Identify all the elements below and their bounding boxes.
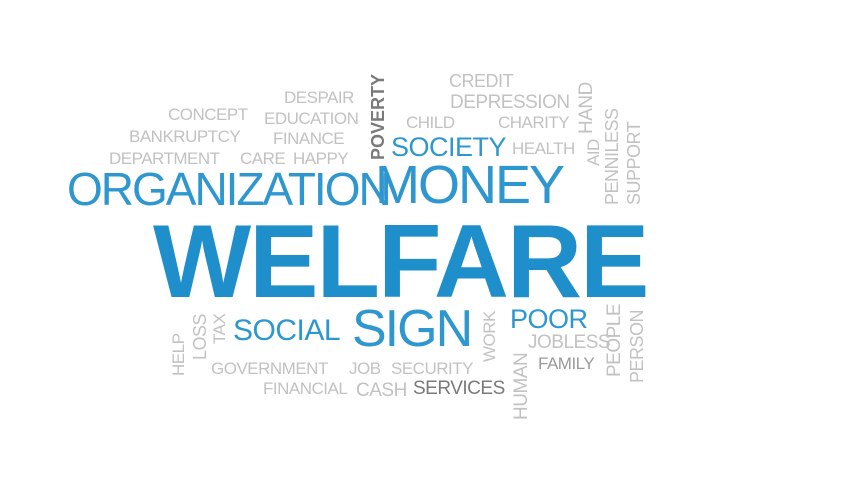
word-child: CHILD bbox=[406, 113, 455, 132]
word-education: EDUCATION bbox=[264, 109, 359, 128]
word-concept: CONCEPT bbox=[168, 105, 248, 124]
word-tax: TAX bbox=[210, 313, 229, 344]
word-depression: DEPRESSION bbox=[450, 92, 570, 113]
word-care: CARE bbox=[240, 149, 286, 168]
word-job: JOB bbox=[349, 359, 381, 378]
word-charity: CHARITY bbox=[498, 113, 570, 132]
word-jobless: JOBLESS bbox=[528, 332, 611, 353]
word-society: SOCIETY bbox=[391, 132, 507, 162]
word-people: PEOPLE bbox=[604, 303, 625, 377]
word-security: SECURITY bbox=[391, 359, 473, 378]
word-cash: CASH bbox=[356, 380, 407, 401]
word-work: WORK bbox=[480, 311, 499, 362]
word-poor: POOR bbox=[510, 304, 588, 334]
word-poverty: POVERTY bbox=[368, 73, 388, 160]
word-despair: DESPAIR bbox=[284, 88, 354, 107]
word-happy: HAPPY bbox=[293, 149, 349, 168]
word-loss: LOSS bbox=[190, 313, 210, 360]
word-aid: AID bbox=[584, 139, 603, 166]
word-sign: SIGN bbox=[352, 300, 473, 358]
word-help: HELP bbox=[169, 333, 188, 376]
word-government: GOVERNMENT bbox=[211, 359, 328, 378]
word-hand: HAND bbox=[576, 82, 597, 134]
word-person: PERSON bbox=[627, 309, 647, 383]
word-services: SERVICES bbox=[413, 378, 505, 399]
word-credit: CREDIT bbox=[449, 71, 514, 91]
word-welfare: WELFARE bbox=[153, 204, 649, 320]
word-finance: FINANCE bbox=[273, 129, 345, 148]
word-organization: ORGANIZATION bbox=[67, 163, 392, 215]
word-family: FAMILY bbox=[538, 354, 595, 373]
word-financial: FINANCIAL bbox=[263, 379, 348, 398]
word-bankruptcy: BANKRUPTCY bbox=[129, 127, 241, 146]
word-health: HEALTH bbox=[512, 139, 575, 158]
word-support: SUPPORT bbox=[624, 121, 644, 205]
word-social: SOCIAL bbox=[233, 314, 341, 347]
word-penniless: PENNILESS bbox=[602, 108, 622, 205]
word-human: HUMAN bbox=[511, 352, 532, 420]
word-department: DEPARTMENT bbox=[109, 149, 220, 168]
word-money: MONEY bbox=[375, 155, 565, 215]
